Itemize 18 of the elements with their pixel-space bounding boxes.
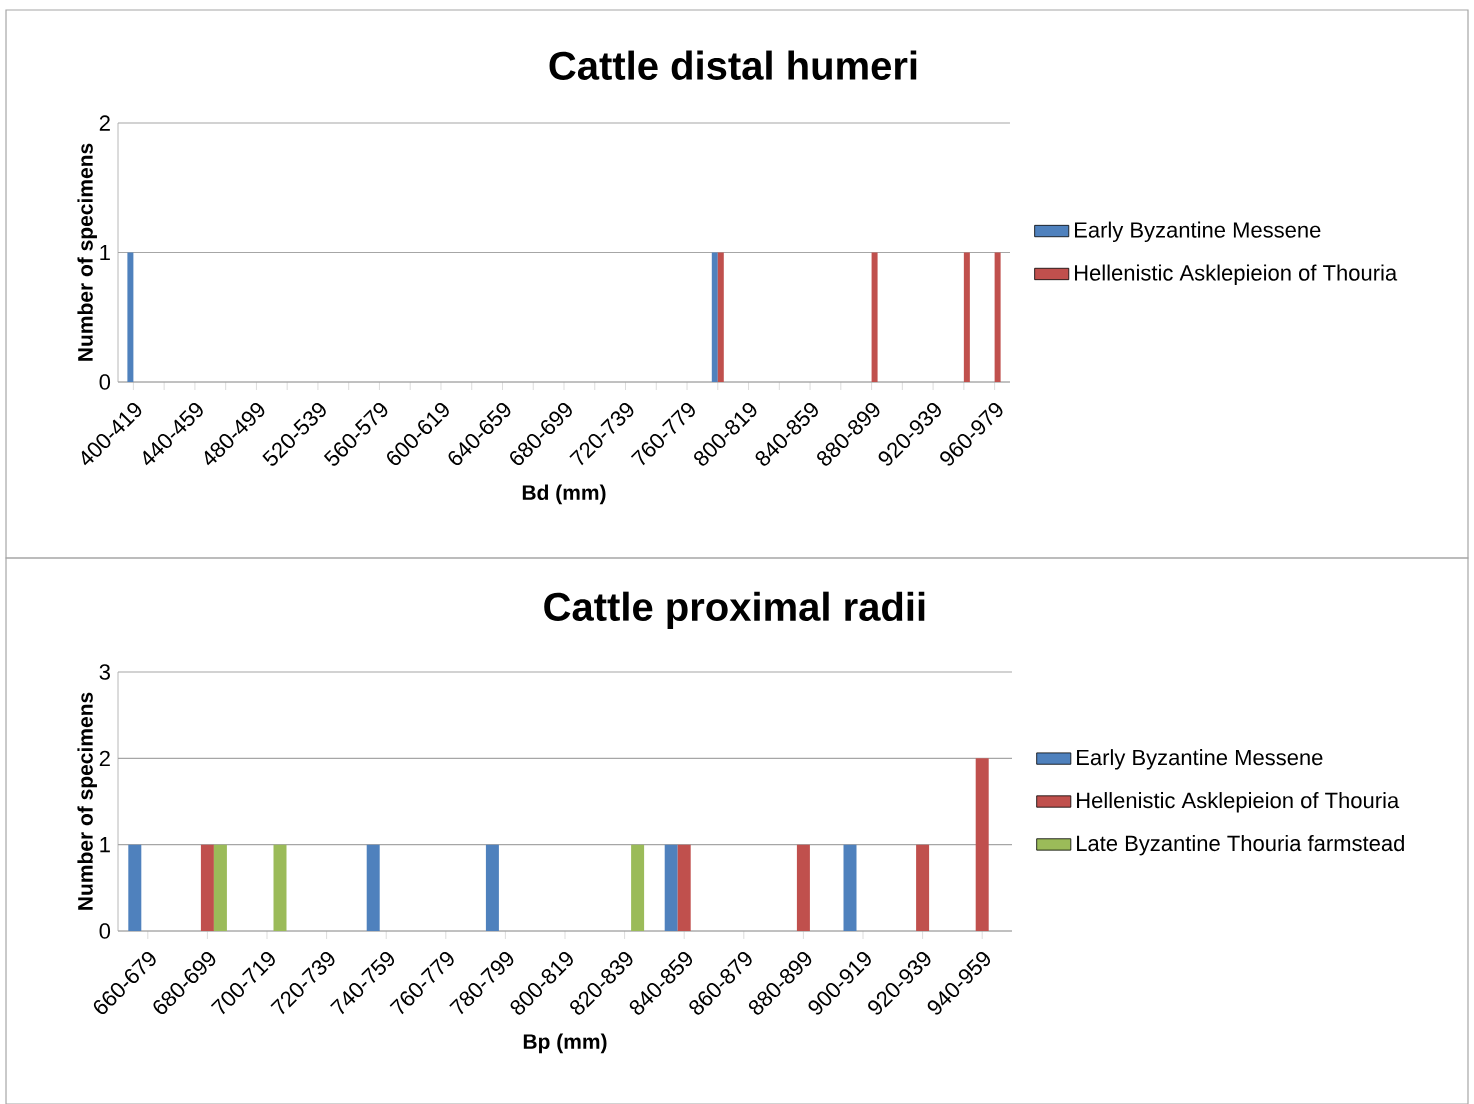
y-tick-label: 0	[99, 923, 111, 939]
chart-title: Cattle proximal radii	[544, 591, 925, 629]
y-tick-label: 1	[100, 837, 110, 853]
y-tick-label: 2	[99, 115, 110, 131]
y-tick-label: 0	[99, 374, 111, 390]
y-tick-label: 2	[99, 750, 110, 767]
y-tick-label: 3	[99, 664, 110, 680]
legend-label: Hellenistic Asklepieion of Thouria	[1077, 792, 1400, 813]
chart-title: Cattle distal humeri	[549, 50, 917, 80]
legend-label: Early Byzantine Messene	[1075, 221, 1321, 243]
y-axis-title: Number of specimens	[77, 143, 97, 361]
legend-label: Hellenistic Asklepieion of Thouria	[1075, 264, 1398, 285]
x-axis-title: Bp (mm)	[523, 1033, 607, 1054]
y-axis-title: Number of specimens	[77, 692, 97, 910]
x-axis-title: Bd (mm)	[522, 484, 606, 505]
legend-label: Early Byzantine Messene	[1077, 749, 1323, 770]
y-tick-label: 1	[100, 244, 110, 261]
legend-label: Late Byzantine Thouria farmstead	[1077, 834, 1404, 856]
